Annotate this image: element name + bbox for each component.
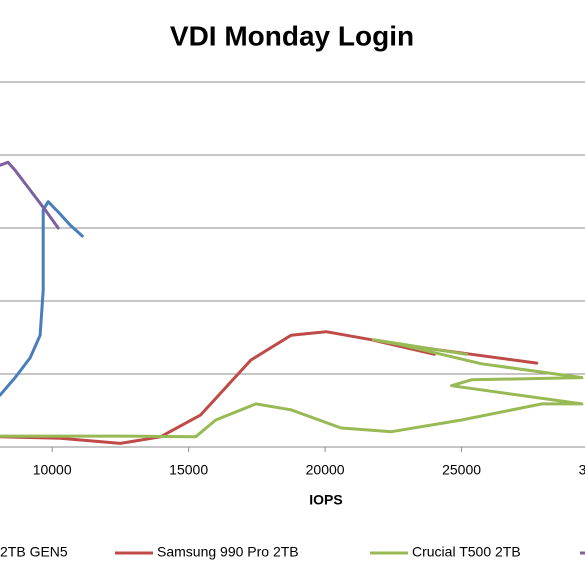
legend-label: Crucial T500 2TB bbox=[412, 544, 521, 560]
series-line bbox=[0, 160, 60, 230]
x-tick-label: 15000 bbox=[169, 462, 208, 478]
series-line bbox=[0, 338, 584, 439]
series-line bbox=[0, 200, 84, 397]
x-tick-label: 10000 bbox=[33, 462, 72, 478]
chart-title: VDI Monday Login bbox=[170, 20, 414, 51]
legend-label: 2TB GEN5 bbox=[0, 544, 68, 560]
x-tick-label: 30000 bbox=[579, 462, 585, 478]
x-axis-title: IOPS bbox=[309, 492, 342, 508]
x-tick-label: 20000 bbox=[306, 462, 345, 478]
legend-label: Samsung 990 Pro 2TB bbox=[157, 544, 299, 560]
x-tick-label: 25000 bbox=[442, 462, 481, 478]
